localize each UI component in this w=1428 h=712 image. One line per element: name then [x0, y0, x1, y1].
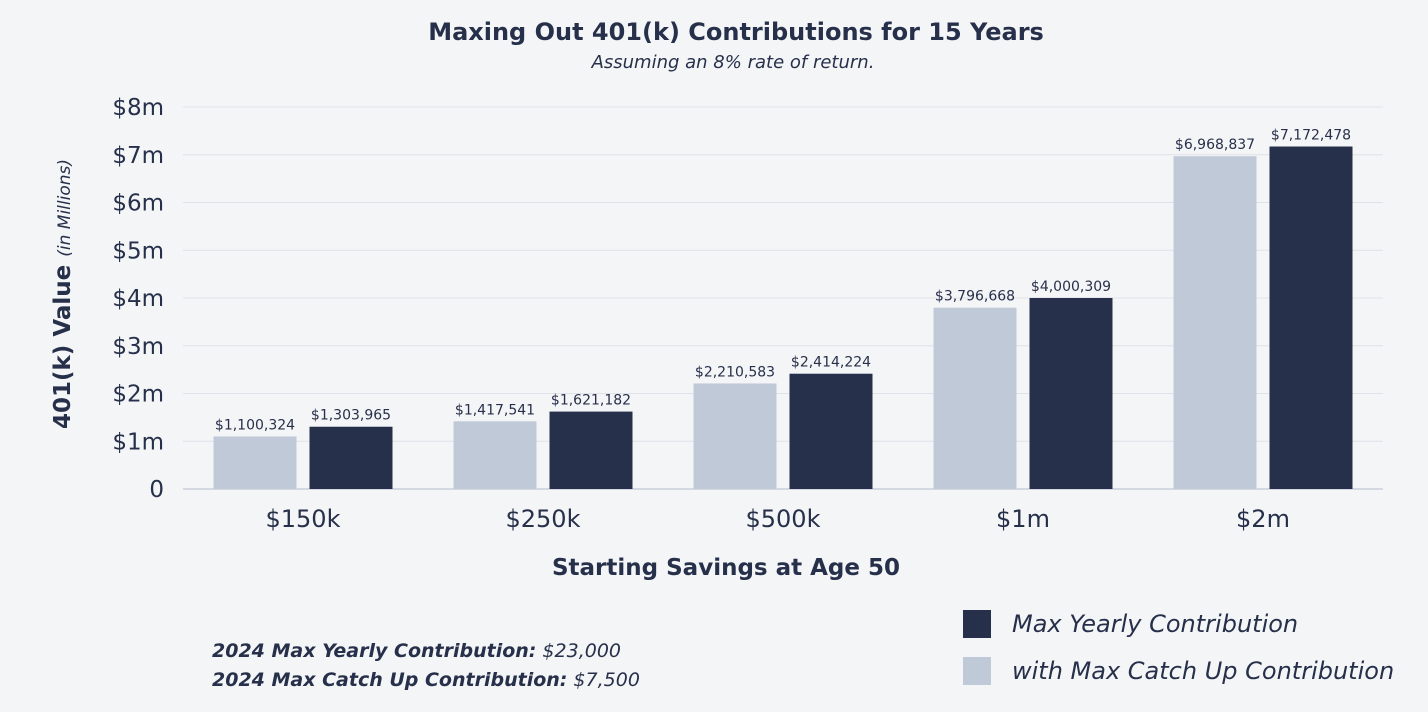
bar	[1173, 156, 1257, 489]
y-tick-label: 0	[149, 477, 164, 503]
x-tick-label: $500k	[746, 505, 821, 533]
chart-title: Maxing Out 401(k) Contributions for 15 Y…	[428, 18, 1044, 46]
chart-subtitle: Assuming an 8% rate of return.	[591, 52, 875, 73]
y-tick-label: $6m	[112, 191, 164, 217]
bar-value-label: $2,210,583	[695, 364, 775, 380]
y-tick-label: $8m	[112, 95, 164, 121]
bar-value-label: $1,417,541	[455, 402, 535, 418]
y-axis-ticks: 0 $1m $2m $3m $4m $5m $6m $7m $8m	[112, 95, 164, 503]
note-catchup-label: 2024 Max Catch Up Contribution:	[212, 669, 567, 691]
legend-label: with Max Catch Up Contribution	[1012, 657, 1394, 685]
y-tick-label: $1m	[112, 429, 164, 455]
x-tick-label: $1m	[996, 505, 1050, 533]
y-tick-label: $4m	[112, 286, 164, 312]
x-tick-label: $250k	[506, 505, 581, 533]
y-tick-label: $5m	[112, 238, 164, 264]
note-yearly: 2024 Max Yearly Contribution: $23,000	[212, 640, 621, 662]
bar-value-label: $1,100,324	[215, 417, 295, 433]
note-yearly-value: $23,000	[536, 640, 621, 662]
y-axis-label: 401(k) Value (in Millions)	[50, 159, 76, 429]
x-tick-label: $2m	[1236, 505, 1290, 533]
bar	[1269, 146, 1353, 490]
legend-swatch	[963, 610, 991, 638]
bar	[933, 307, 1017, 489]
bar	[309, 426, 393, 489]
x-axis-label: Starting Savings at Age 50	[552, 555, 900, 581]
bar-value-label: $4,000,309	[1031, 279, 1111, 295]
note-catchup-value: $7,500	[567, 669, 640, 691]
bar-value-label: $6,968,837	[1175, 137, 1255, 153]
legend: Max Yearly Contribution with Max Catch Up…	[963, 610, 1394, 685]
y-axis-label-note: (in Millions)	[55, 159, 75, 257]
legend-swatch	[963, 657, 991, 685]
legend-label: Max Yearly Contribution	[1012, 610, 1298, 638]
bar-value-label: $3,796,668	[935, 289, 1015, 305]
bar	[213, 436, 297, 489]
y-tick-label: $3m	[112, 334, 164, 360]
bar-value-label: $2,414,224	[791, 355, 871, 371]
bar-value-label: $7,172,478	[1271, 128, 1351, 144]
bar	[693, 383, 777, 489]
bar	[1029, 297, 1113, 489]
x-tick-label: $150k	[266, 505, 341, 533]
bar	[549, 411, 633, 489]
y-axis-label-main: 401(k) Value	[50, 265, 76, 429]
y-tick-label: $7m	[112, 143, 164, 169]
bar-value-labels: $1,100,324 $1,303,965 $1,417,541 $1,621,182…	[215, 128, 1351, 434]
x-axis-ticks: $150k $250k $500k $1m $2m	[266, 505, 1290, 533]
bars	[213, 146, 1353, 490]
bar-value-label: $1,303,965	[311, 408, 391, 424]
bar-value-label: $1,621,182	[551, 393, 631, 409]
bar	[453, 421, 537, 489]
note-yearly-label: 2024 Max Yearly Contribution:	[212, 640, 536, 662]
y-tick-label: $2m	[112, 382, 164, 408]
note-catchup: 2024 Max Catch Up Contribution: $7,500	[212, 669, 640, 691]
bar	[789, 373, 873, 489]
